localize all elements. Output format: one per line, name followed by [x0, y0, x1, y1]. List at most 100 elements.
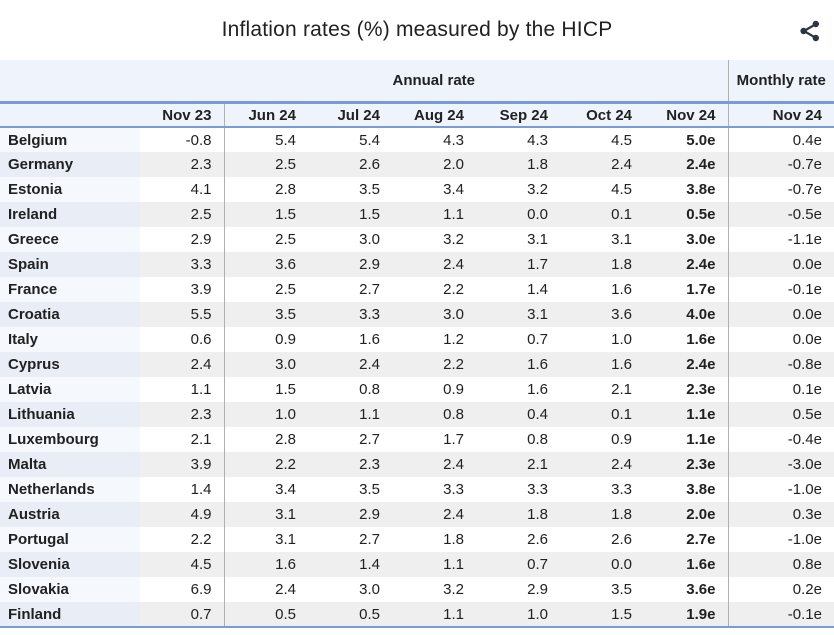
share-icon[interactable] [798, 19, 822, 43]
country-name: Croatia [0, 302, 140, 327]
annual-rate-cell: 1.7e [644, 277, 728, 302]
annual-rate-cell: 3.4 [224, 477, 308, 502]
annual-rate-cell: 2.9 [476, 577, 560, 602]
annual-rate-cell: 0.6 [140, 327, 225, 352]
annual-rate-cell: 3.5 [224, 302, 308, 327]
annual-rate-cell: 1.8 [560, 502, 644, 527]
annual-rate-cell: 2.3 [140, 152, 225, 177]
annual-rate-cell: 0.7 [476, 552, 560, 577]
annual-rate-cell: 2.2 [392, 277, 476, 302]
annual-rate-cell: 2.6 [476, 527, 560, 552]
table-row: Spain 3.3 3.6 2.9 2.4 1.7 1.8 2.4e 0.0e [0, 252, 834, 277]
annual-rate-cell: 2.3 [308, 452, 392, 477]
monthly-rate-cell: 0.0e [727, 252, 834, 277]
annual-rate-cell: 2.8 [224, 427, 308, 452]
annual-rate-cell: 1.4 [308, 552, 392, 577]
annual-rate-cell: 0.5 [308, 602, 392, 628]
annual-rate-cell: 2.5 [224, 227, 308, 252]
annual-rate-cell: 3.2 [392, 227, 476, 252]
annual-rate-cell: 3.6e [644, 577, 728, 602]
monthly-rate-cell: 0.3e [727, 502, 834, 527]
annual-rate-cell: 2.4e [644, 152, 728, 177]
annual-rate-cell: 2.7 [308, 527, 392, 552]
annual-rate-cell: 3.8e [644, 477, 728, 502]
table-row: Cyprus 2.4 3.0 2.4 2.2 1.6 1.6 2.4e -0.8e [0, 352, 834, 377]
monthly-rate-cell: -3.0e [727, 452, 834, 477]
annual-rate-cell: 1.8 [560, 252, 644, 277]
annual-rate-cell: 0.0 [560, 552, 644, 577]
annual-rate-cell: 3.1 [224, 527, 308, 552]
monthly-rate-cell: -1.0e [727, 527, 834, 552]
month-header-row: Nov 23 Jun 24 Jul 24 Aug 24 Sep 24 Oct 2… [0, 101, 834, 128]
monthly-rate-cell: -0.1e [727, 277, 834, 302]
annual-rate-cell: 1.4 [140, 477, 225, 502]
annual-rate-cell: 0.9 [560, 427, 644, 452]
country-name: Slovenia [0, 552, 140, 577]
monthly-rate-cell: -0.7e [727, 152, 834, 177]
annual-rate-cell: 0.8 [476, 427, 560, 452]
table-row: Ireland 2.5 1.5 1.5 1.1 0.0 0.1 0.5e -0.5e [0, 202, 834, 227]
annual-rate-cell: 2.6 [560, 527, 644, 552]
annual-rate-cell: 1.6 [224, 552, 308, 577]
annual-rate-cell: 1.8 [476, 152, 560, 177]
annual-rate-cell: 5.5 [140, 302, 225, 327]
annual-rate-cell: 2.4 [392, 502, 476, 527]
annual-rate-cell: 1.6 [560, 352, 644, 377]
annual-rate-cell: 1.6e [644, 327, 728, 352]
annual-rate-cell: 2.4 [392, 252, 476, 277]
annual-rate-cell: 0.4 [476, 402, 560, 427]
monthly-rate-cell: 0.8e [727, 552, 834, 577]
annual-rate-cell: 2.4e [644, 352, 728, 377]
annual-rate-cell: 1.1 [308, 402, 392, 427]
annual-rate-cell: 0.0 [476, 202, 560, 227]
monthly-rate-group-header: Monthly rate [727, 60, 834, 103]
annual-rate-cell: 2.5 [224, 152, 308, 177]
annual-rate-cell: 1.6 [476, 377, 560, 402]
annual-rate-cell: 3.6 [224, 252, 308, 277]
annual-rate-cell: 3.0 [308, 227, 392, 252]
monthly-rate-cell: -1.1e [727, 227, 834, 252]
annual-rate-cell: 2.9 [308, 502, 392, 527]
monthly-rate-cell: 0.0e [727, 302, 834, 327]
column-header-jul24: Jul 24 [308, 101, 392, 128]
annual-rate-cell: 4.3 [476, 127, 560, 152]
monthly-rate-cell: 0.4e [727, 127, 834, 152]
annual-rate-cell: 2.5 [224, 277, 308, 302]
annual-rate-cell: 2.4 [392, 452, 476, 477]
country-column-header-blank [0, 101, 140, 128]
annual-rate-cell: 3.8e [644, 177, 728, 202]
country-name: Latvia [0, 377, 140, 402]
country-name: France [0, 277, 140, 302]
annual-rate-cell: 2.4 [560, 452, 644, 477]
table-row: Netherlands 1.4 3.4 3.5 3.3 3.3 3.3 3.8e -1.0e [0, 477, 834, 502]
annual-rate-cell: 3.3 [308, 302, 392, 327]
country-column-header [0, 60, 140, 103]
country-name: Cyprus [0, 352, 140, 377]
annual-rate-cell: 0.1 [560, 202, 644, 227]
annual-rate-cell: 1.6e [644, 552, 728, 577]
annual-rate-cell: 2.4 [308, 352, 392, 377]
country-name: Belgium [0, 127, 140, 152]
annual-rate-cell: 4.3 [392, 127, 476, 152]
monthly-rate-cell: -0.8e [727, 352, 834, 377]
annual-rate-cell: 4.5 [560, 127, 644, 152]
table-row: Finland 0.7 0.5 0.5 1.1 1.0 1.5 1.9e -0.1e [0, 602, 834, 628]
country-name: Italy [0, 327, 140, 352]
annual-rate-cell: 1.1e [644, 402, 728, 427]
table-row: Luxembourg 2.1 2.8 2.7 1.7 0.8 0.9 1.1e -0.4e [0, 427, 834, 452]
annual-rate-cell: 2.2 [140, 527, 225, 552]
annual-rate-cell: 0.9 [224, 327, 308, 352]
column-header-nov24-annual: Nov 24 [644, 101, 728, 128]
country-name: Malta [0, 452, 140, 477]
annual-rate-cell: 1.8 [476, 502, 560, 527]
table-row: Portugal 2.2 3.1 2.7 1.8 2.6 2.6 2.7e -1.0e [0, 527, 834, 552]
annual-rate-cell: 3.6 [560, 302, 644, 327]
annual-rate-cell: 3.3 [560, 477, 644, 502]
annual-rate-cell: 1.0 [224, 402, 308, 427]
annual-rate-cell: 2.7 [308, 277, 392, 302]
annual-rate-cell: 2.9 [140, 227, 225, 252]
annual-rate-cell: 2.1 [476, 452, 560, 477]
annual-rate-cell: 1.8 [392, 527, 476, 552]
annual-rate-cell: 2.1 [560, 377, 644, 402]
annual-rate-cell: 2.2 [392, 352, 476, 377]
